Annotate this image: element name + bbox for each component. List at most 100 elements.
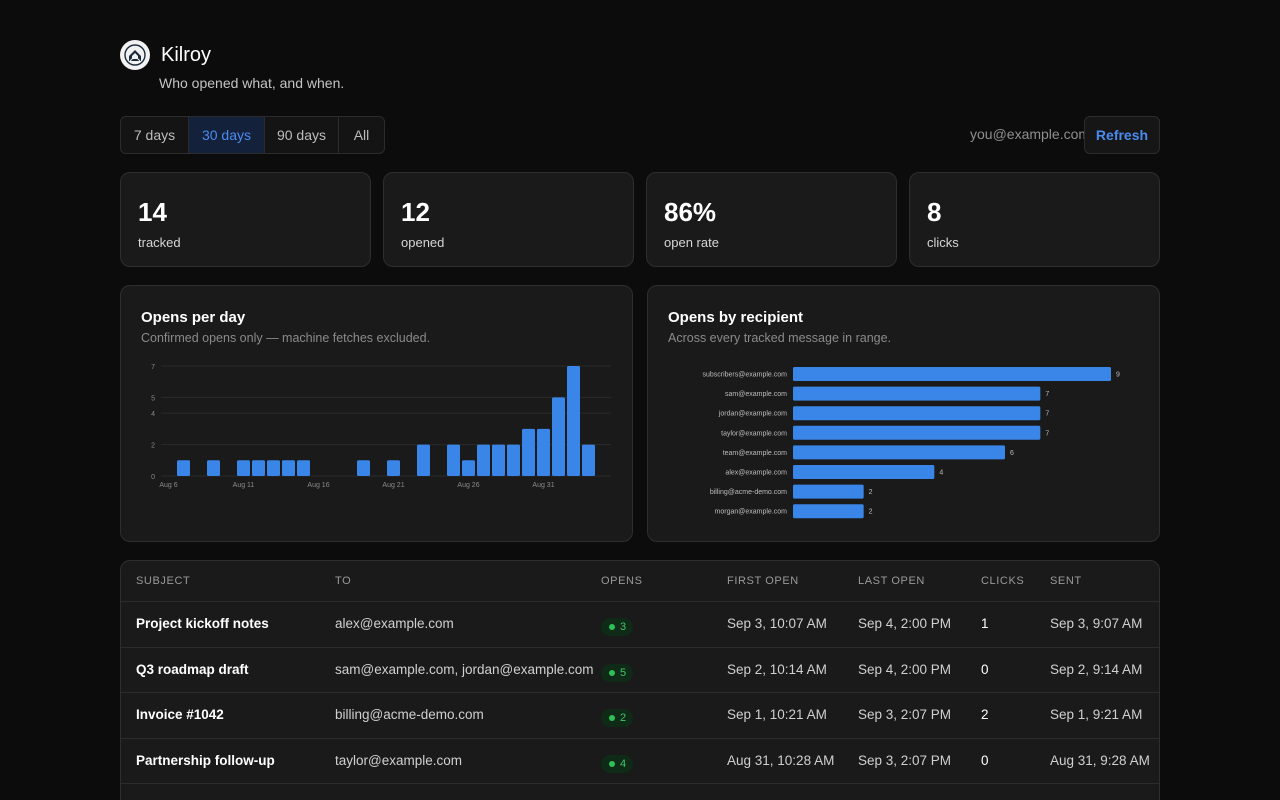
kilroy-logo-icon (120, 40, 150, 70)
row-subject: Project kickoff notes (136, 616, 269, 631)
chart-bar (477, 444, 490, 476)
row-clicks: 2 (981, 707, 989, 722)
row-last-open: Sep 3, 2:07 PM (858, 753, 952, 768)
x-tick-label: Aug 16 (307, 482, 329, 489)
opens-count: 3 (620, 621, 627, 633)
panel-subtitle: Across every tracked message in range. (668, 331, 892, 345)
bar-value-label: 7 (1045, 430, 1049, 437)
stat-value: 8 (927, 197, 942, 227)
chart-bar (552, 397, 565, 476)
user-email: you@example.com (970, 126, 1091, 142)
opens-by-recipient-chart: subscribers@example.com 9 sam@example.com 7… (702, 367, 1120, 519)
row-first-open: Sep 3, 10:07 AM (727, 616, 827, 631)
opens-badge: 5 (601, 664, 634, 682)
column-header-last-open[interactable]: LAST OPEN (858, 575, 925, 587)
chart-bar (207, 460, 220, 476)
recipient-bar (793, 504, 864, 519)
opens-badge: 3 (601, 618, 634, 636)
range-7-days-button[interactable]: 7 days (121, 117, 189, 153)
row-subject: Q3 roadmap draft (136, 662, 249, 677)
row-last-open: Sep 4, 2:00 PM (858, 616, 952, 631)
recipient-label: billing@acme-demo.com (710, 489, 787, 496)
stat-value: 86% (664, 197, 717, 227)
chart-bar (387, 460, 400, 476)
range-30-days-button[interactable]: 30 days (189, 117, 265, 153)
recipient-label: morgan@example.com (715, 509, 788, 516)
chart-bar (417, 444, 430, 476)
y-tick-label: 4 (151, 411, 155, 418)
stat-label: opened (401, 235, 445, 250)
column-header-to[interactable]: TO (335, 575, 352, 587)
stat-value: 12 (401, 197, 430, 227)
range-selector: 7 days 30 days 90 days All (120, 116, 385, 154)
column-header-clicks[interactable]: CLICKS (981, 575, 1025, 587)
recipient-label: sam@example.com (725, 391, 787, 398)
row-to: alex@example.com (335, 616, 454, 631)
chart-bar (357, 460, 370, 476)
status-dot-icon (609, 624, 615, 630)
row-first-open: Sep 2, 10:14 AM (727, 662, 827, 677)
chart-bar (537, 428, 550, 476)
bar-value-label: 2 (869, 489, 873, 496)
status-dot-icon (609, 715, 615, 721)
stat-label: open rate (664, 235, 719, 250)
chart-bar (177, 460, 190, 476)
row-to: billing@acme-demo.com (335, 707, 484, 722)
table-row[interactable] (121, 783, 1159, 800)
recipient-label: team@example.com (723, 450, 787, 457)
table-row[interactable]: Q3 roadmap draft sam@example.com, jordan… (121, 647, 1159, 693)
chart-bar (522, 428, 535, 476)
column-header-subject[interactable]: SUBJECT (136, 575, 191, 587)
chart-bar (492, 444, 505, 476)
row-sent: Sep 1, 9:21 AM (1050, 707, 1143, 722)
row-subject: Partnership follow-up (136, 753, 275, 768)
row-first-open: Sep 1, 10:21 AM (727, 707, 827, 722)
panel-title: Opens by recipient (668, 309, 804, 326)
x-tick-label: Aug 31 (532, 482, 554, 489)
row-sent: Aug 31, 9:28 AM (1050, 753, 1150, 768)
column-header-first-open[interactable]: FIRST OPEN (727, 575, 799, 587)
table-row[interactable]: Partnership follow-up taylor@example.com… (121, 738, 1159, 784)
y-tick-label: 7 (151, 364, 155, 371)
recipient-label: taylor@example.com (721, 430, 787, 437)
chart-bar (462, 460, 475, 476)
row-clicks: 1 (981, 616, 989, 631)
opens-count: 2 (620, 712, 627, 724)
stat-label: tracked (138, 235, 181, 250)
panel-title: Opens per day (141, 309, 246, 326)
chart-bar (267, 460, 280, 476)
column-header-opens[interactable]: OPENS (601, 575, 643, 587)
table-row[interactable]: Invoice #1042 billing@acme-demo.com 2 Se… (121, 692, 1159, 738)
chart-bar (567, 366, 580, 476)
y-tick-label: 2 (151, 443, 155, 450)
y-tick-label: 5 (151, 395, 155, 402)
opens-per-day-chart: 0 2 4 5 7 Aug 6 Aug 11 Aug 16 Aug 21 Aug 26 Aug 31 (151, 364, 611, 489)
bar-value-label: 7 (1045, 411, 1049, 418)
range-all-button[interactable]: All (353, 127, 370, 143)
recipient-bar (793, 367, 1111, 381)
column-header-sent[interactable]: SENT (1050, 575, 1082, 587)
row-first-open: Aug 31, 10:28 AM (727, 753, 835, 768)
opens-by-recipient-panel: Opens by recipient Across every tracked … (647, 285, 1160, 542)
stat-card-clicks: 8 clicks (909, 172, 1160, 267)
table-row[interactable]: Project kickoff notes alex@example.com 3… (121, 601, 1159, 647)
chart-bar (252, 460, 265, 476)
status-dot-icon (609, 761, 615, 767)
refresh-button[interactable]: Refresh (1084, 116, 1160, 154)
row-sent: Sep 3, 9:07 AM (1050, 616, 1143, 631)
range-90-days-button[interactable]: 90 days (265, 117, 339, 153)
chart-bar (582, 444, 595, 476)
bar-value-label: 6 (1010, 450, 1014, 457)
recipient-bar (793, 386, 1041, 401)
recipient-bar (793, 445, 1005, 460)
stat-value: 14 (138, 197, 167, 227)
app-tagline: Who opened what, and when. (159, 75, 345, 91)
messages-table: SUBJECT TO OPENS FIRST OPEN LAST OPEN CL… (120, 560, 1160, 800)
chart-bar (447, 444, 460, 476)
opens-badge: 4 (601, 755, 634, 773)
panel-subtitle: Confirmed opens only — machine fetches e… (141, 331, 431, 345)
chart-bar (282, 460, 295, 476)
row-to: sam@example.com, jordan@example.com (335, 662, 594, 677)
app-title: Kilroy (161, 44, 212, 66)
row-last-open: Sep 3, 2:07 PM (858, 707, 952, 722)
